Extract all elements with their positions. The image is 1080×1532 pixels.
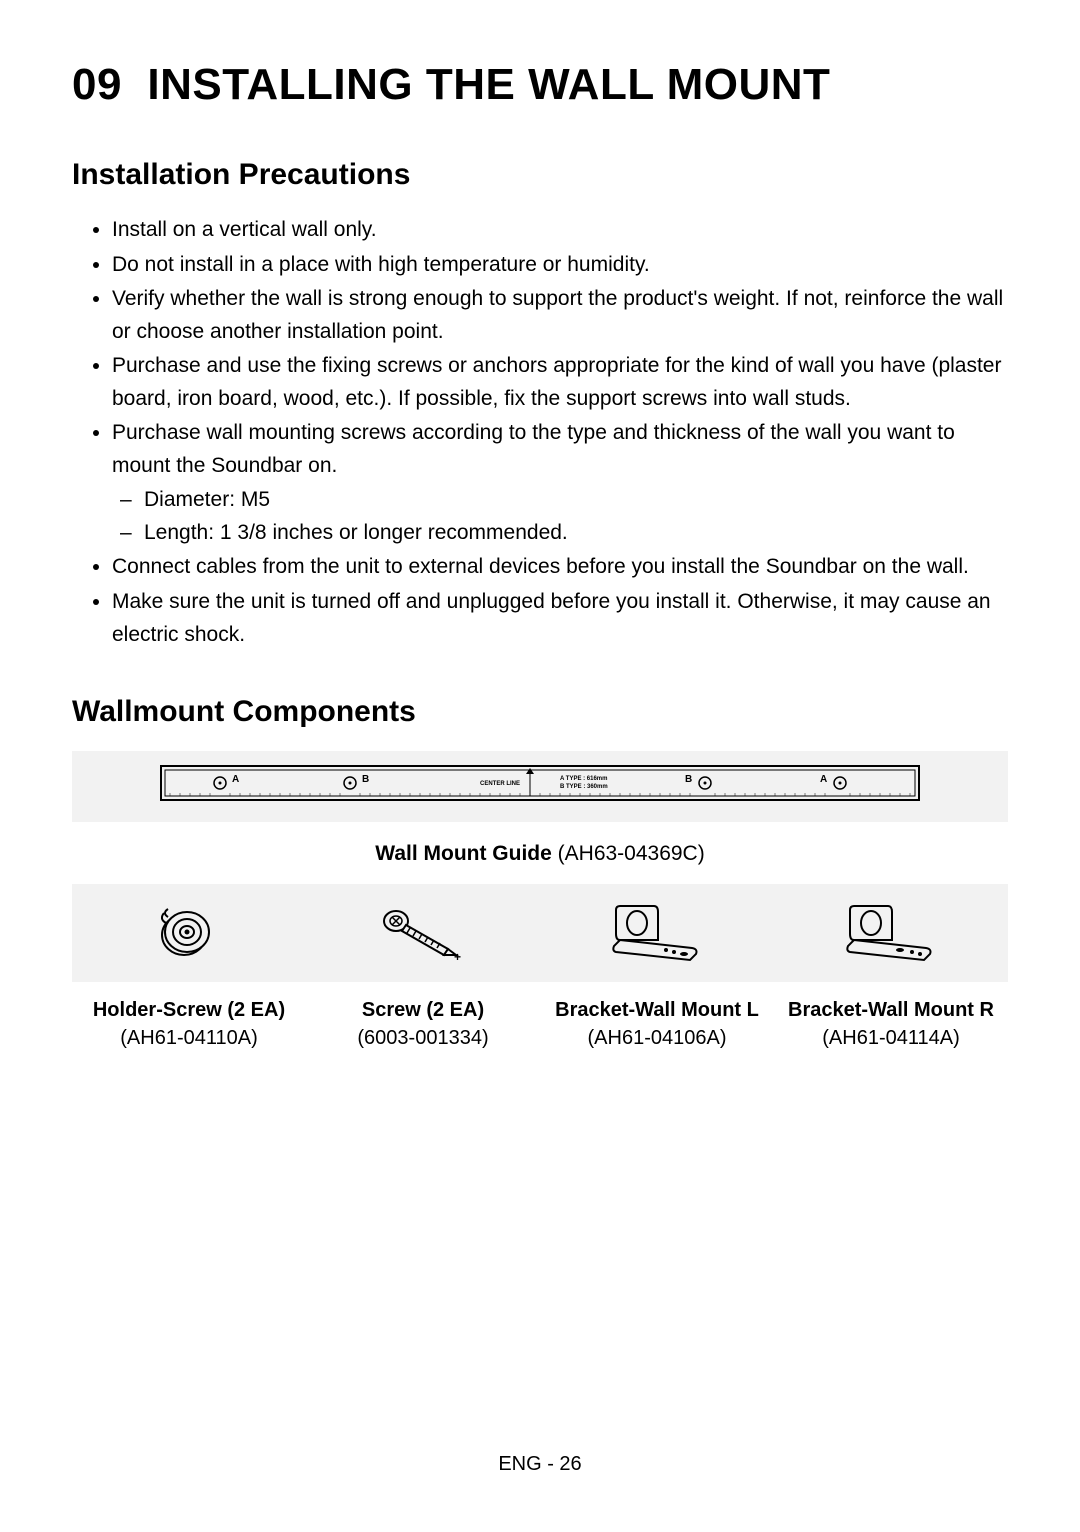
wall-mount-guide-caption: Wall Mount Guide (AH63-04369C) [72, 826, 1008, 884]
guide-label-b2: B [685, 774, 692, 785]
sub-spec-item: Diameter: M5 [144, 484, 1008, 517]
part-code: (AH61-04106A) [588, 1027, 727, 1049]
part-code: (AH61-04110A) [120, 1027, 257, 1049]
part-name: Bracket-Wall Mount R [788, 999, 994, 1021]
section-precautions-heading: Installation Precautions [72, 158, 1008, 192]
part-code: (AH61-04114A) [822, 1027, 959, 1049]
bracket-r-icon [831, 898, 951, 968]
parts-figure-row: + [72, 884, 1008, 982]
page-footer: ENG - 26 [0, 1453, 1080, 1476]
precaution-item: Do not install in a place with high temp… [112, 249, 1008, 282]
guide-center-label: CENTER LINE [480, 781, 520, 787]
guide-caption-bold: Wall Mount Guide [375, 842, 552, 865]
part-name: Screw (2 EA) [362, 999, 484, 1021]
guide-type-a: A TYPE : 616mm [560, 776, 607, 782]
precaution-item: Purchase and use the fixing screws or an… [112, 350, 1008, 415]
sub-spec-item: Length: 1 3/8 inches or longer recommend… [144, 517, 1008, 550]
wall-mount-guide-icon: A B CENTER LINE A TYPE : 616mm B TYPE : … [160, 765, 920, 807]
chapter-heading: 09 INSTALLING THE WALL MOUNT [72, 60, 1008, 110]
precaution-item: Make sure the unit is turned off and unp… [112, 586, 1008, 651]
wall-mount-guide-figure: A B CENTER LINE A TYPE : 616mm B TYPE : … [72, 751, 1008, 826]
guide-label-a2: A [820, 774, 827, 785]
precautions-list: Install on a vertical wall only. Do not … [72, 214, 1008, 651]
holder-screw-icon [129, 898, 249, 968]
part-label: Bracket-Wall Mount R (AH61-04114A) [774, 996, 1008, 1052]
chapter-number: 09 [72, 60, 122, 109]
part-label: Screw (2 EA) (6003-001334) [306, 996, 540, 1052]
part-label: Bracket-Wall Mount L (AH61-04106A) [540, 996, 774, 1052]
sub-spec-list: Diameter: M5 Length: 1 3/8 inches or lon… [112, 484, 1008, 549]
precaution-text: Purchase wall mounting screws according … [112, 421, 955, 477]
chapter-title: INSTALLING THE WALL MOUNT [147, 60, 830, 109]
bracket-l-icon [597, 898, 717, 968]
part-name: Bracket-Wall Mount L [555, 999, 759, 1021]
part-name: Holder-Screw (2 EA) [93, 999, 285, 1021]
precaution-item: Install on a vertical wall only. [112, 214, 1008, 247]
guide-type-b: B TYPE : 360mm [560, 784, 608, 790]
parts-labels-row: Holder-Screw (2 EA) (AH61-04110A) Screw … [72, 996, 1008, 1052]
precaution-item: Connect cables from the unit to external… [112, 551, 1008, 584]
guide-label-a1: A [232, 774, 239, 785]
part-code: (6003-001334) [357, 1027, 488, 1049]
section-components-heading: Wallmount Components [72, 695, 1008, 729]
guide-caption-code: (AH63-04369C) [552, 842, 705, 865]
guide-label-b1: B [362, 774, 369, 785]
components-box: A B CENTER LINE A TYPE : 616mm B TYPE : … [72, 751, 1008, 1052]
part-label: Holder-Screw (2 EA) (AH61-04110A) [72, 996, 306, 1052]
screw-icon: + [363, 898, 483, 968]
svg-text:+: + [454, 950, 461, 963]
precaution-item: Purchase wall mounting screws according … [112, 417, 1008, 549]
precaution-item: Verify whether the wall is strong enough… [112, 283, 1008, 348]
